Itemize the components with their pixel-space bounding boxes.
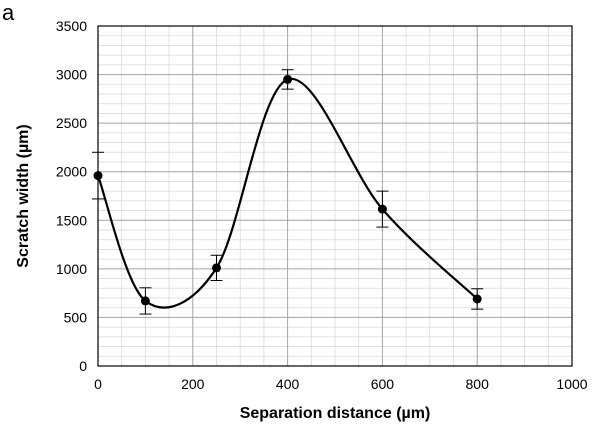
y-tick-label: 3500 [56,18,87,34]
x-tick-label: 800 [466,376,490,392]
data-point [377,204,387,214]
y-tick-label: 3000 [56,67,87,83]
x-tick-label: 200 [181,376,205,392]
y-tick-label: 0 [79,358,87,374]
major-gridlines [98,26,572,366]
data-point [140,296,150,306]
x-axis-title: Separation distance (µm) [240,405,431,422]
x-tick-label: 0 [94,376,102,392]
y-tick-label: 2500 [56,115,87,131]
x-tick-label: 400 [276,376,300,392]
minor-gridlines [98,26,572,366]
x-axis-ticks: 0 200 400 600 800 1000 [94,376,588,392]
x-tick-label: 1000 [556,376,587,392]
y-tick-label: 1500 [56,212,87,228]
panel-label: a [2,0,15,25]
data-point [472,294,482,304]
data-point [93,171,103,181]
series-curve [96,77,478,309]
y-axis-title: Scratch width (µm) [15,124,32,267]
x-tick-label: 600 [371,376,395,392]
data-point [283,74,293,84]
y-tick-label: 1000 [56,261,87,277]
y-tick-label: 500 [64,309,88,325]
data-point [212,263,221,273]
data-markers [93,74,482,306]
y-axis-ticks: 0 500 1000 1500 2000 2500 3000 3500 [56,18,87,374]
y-tick-label: 2000 [56,164,87,180]
